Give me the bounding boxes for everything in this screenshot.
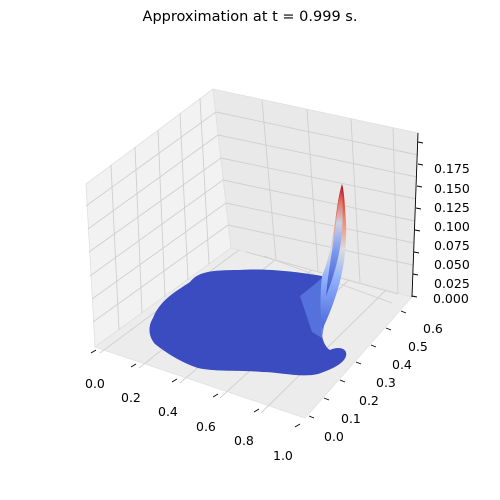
x-tick-label: 0.2 [121, 390, 141, 405]
x-axis: 0.0 0.2 0.4 0.6 0.8 1.0 [85, 349, 301, 463]
grid-lines [85, 97, 419, 414]
surface-ramp-shadow [300, 210, 341, 338]
z-axis: 0.000 0.025 0.050 0.075 0.100 0.125 0.15… [411, 132, 470, 306]
surface-flat-region [149, 269, 347, 376]
z-tick-label: 0.125 [434, 200, 470, 215]
x-tick-label: 0.6 [196, 419, 216, 434]
z-tick-label: 0.025 [434, 276, 470, 291]
z-tick-label: 0.100 [434, 219, 470, 234]
x-tick-label: 0.0 [85, 376, 105, 391]
surface-peak-front [326, 184, 343, 296]
x-tick-label: 0.8 [234, 433, 254, 448]
y-tick-label: 0.3 [376, 375, 396, 390]
surface [149, 184, 347, 376]
y-tick-label: 0.5 [408, 339, 428, 354]
z-tick-label: 0.050 [434, 257, 470, 272]
y-axis: 0.0 0.1 0.2 0.3 0.4 0.5 0.6 [308, 310, 443, 444]
y-tick-label: 0.4 [392, 357, 412, 372]
chart-title: Approximation at t = 0.999 s. [142, 9, 358, 25]
y-tick-label: 0.1 [341, 411, 361, 426]
x-tick-label: 1.0 [273, 448, 293, 463]
z-tick-label: 0.175 [434, 161, 470, 176]
y-tick-label: 0.2 [359, 393, 379, 408]
z-tick-label: 0.150 [434, 181, 470, 196]
y-tick-label: 0.6 [423, 321, 443, 336]
y-tick-label: 0.0 [324, 429, 344, 444]
x-tick-label: 0.4 [158, 404, 178, 419]
z-tick-label: 0.000 [433, 291, 469, 306]
z-tick-label: 0.075 [434, 238, 470, 253]
